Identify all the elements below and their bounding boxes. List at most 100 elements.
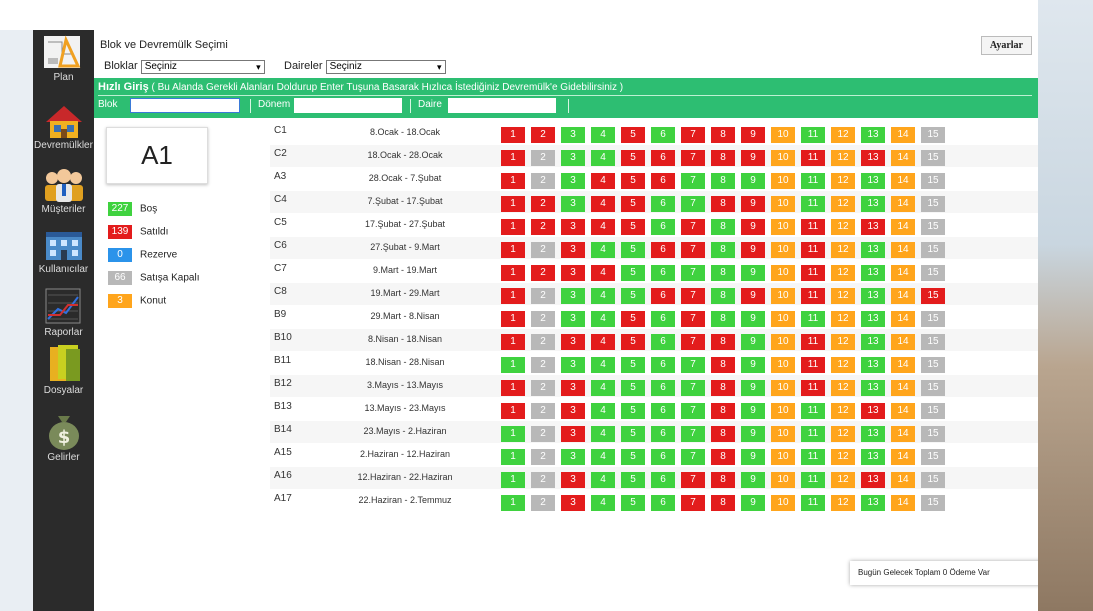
week-cell[interactable]: 9	[741, 403, 765, 419]
week-cell[interactable]: 12	[831, 403, 855, 419]
week-cell[interactable]: 9	[741, 495, 765, 511]
flat-input[interactable]	[448, 98, 556, 113]
week-cell[interactable]: 9	[741, 449, 765, 465]
week-cell[interactable]: 4	[591, 265, 615, 281]
week-cell[interactable]: 15	[921, 472, 945, 488]
week-cell[interactable]: 13	[861, 265, 885, 281]
week-cell[interactable]: 4	[591, 196, 615, 212]
week-cell[interactable]: 8	[711, 311, 735, 327]
week-cell[interactable]: 5	[621, 426, 645, 442]
week-cell[interactable]: 1	[501, 311, 525, 327]
week-cell[interactable]: 2	[531, 472, 555, 488]
week-cell[interactable]: 10	[771, 311, 795, 327]
week-cell[interactable]: 1	[501, 150, 525, 166]
week-cell[interactable]: 12	[831, 265, 855, 281]
week-cell[interactable]: 5	[621, 403, 645, 419]
week-cell[interactable]: 10	[771, 426, 795, 442]
week-cell[interactable]: 5	[621, 380, 645, 396]
week-cell[interactable]: 1	[501, 357, 525, 373]
week-cell[interactable]: 2	[531, 127, 555, 143]
week-cell[interactable]: 14	[891, 357, 915, 373]
week-cell[interactable]: 10	[771, 127, 795, 143]
week-cell[interactable]: 1	[501, 380, 525, 396]
week-cell[interactable]: 10	[771, 242, 795, 258]
week-cell[interactable]: 4	[591, 311, 615, 327]
week-cell[interactable]: 5	[621, 150, 645, 166]
week-cell[interactable]: 7	[681, 472, 705, 488]
week-cell[interactable]: 13	[861, 357, 885, 373]
week-cell[interactable]: 6	[651, 495, 675, 511]
week-cell[interactable]: 7	[681, 265, 705, 281]
week-cell[interactable]: 8	[711, 219, 735, 235]
week-cell[interactable]: 10	[771, 219, 795, 235]
week-cell[interactable]: 2	[531, 495, 555, 511]
week-cell[interactable]: 2	[531, 403, 555, 419]
week-cell[interactable]: 11	[801, 472, 825, 488]
week-cell[interactable]: 15	[921, 403, 945, 419]
week-cell[interactable]: 6	[651, 265, 675, 281]
week-cell[interactable]: 9	[741, 219, 765, 235]
week-cell[interactable]: 14	[891, 495, 915, 511]
week-cell[interactable]: 13	[861, 426, 885, 442]
week-cell[interactable]: 2	[531, 242, 555, 258]
week-cell[interactable]: 15	[921, 242, 945, 258]
week-cell[interactable]: 5	[621, 219, 645, 235]
week-cell[interactable]: 10	[771, 265, 795, 281]
week-cell[interactable]: 14	[891, 449, 915, 465]
week-cell[interactable]: 4	[591, 242, 615, 258]
week-cell[interactable]: 4	[591, 288, 615, 304]
week-cell[interactable]: 3	[561, 127, 585, 143]
week-cell[interactable]: 5	[621, 265, 645, 281]
week-cell[interactable]: 6	[651, 288, 675, 304]
week-cell[interactable]: 9	[741, 173, 765, 189]
week-cell[interactable]: 15	[921, 334, 945, 350]
week-cell[interactable]: 2	[531, 288, 555, 304]
week-cell[interactable]: 5	[621, 449, 645, 465]
week-cell[interactable]: 14	[891, 311, 915, 327]
week-cell[interactable]: 14	[891, 265, 915, 281]
week-cell[interactable]: 8	[711, 357, 735, 373]
week-cell[interactable]: 7	[681, 357, 705, 373]
week-cell[interactable]: 12	[831, 426, 855, 442]
week-cell[interactable]: 6	[651, 357, 675, 373]
week-cell[interactable]: 14	[891, 472, 915, 488]
week-cell[interactable]: 2	[531, 449, 555, 465]
week-cell[interactable]: 10	[771, 472, 795, 488]
week-cell[interactable]: 15	[921, 196, 945, 212]
week-cell[interactable]: 15	[921, 380, 945, 396]
week-cell[interactable]: 1	[501, 403, 525, 419]
week-cell[interactable]: 8	[711, 472, 735, 488]
week-cell[interactable]: 3	[561, 426, 585, 442]
week-cell[interactable]: 5	[621, 196, 645, 212]
week-cell[interactable]: 15	[921, 173, 945, 189]
week-cell[interactable]: 13	[861, 449, 885, 465]
week-cell[interactable]: 8	[711, 265, 735, 281]
week-cell[interactable]: 11	[801, 219, 825, 235]
week-cell[interactable]: 9	[741, 127, 765, 143]
week-cell[interactable]: 4	[591, 403, 615, 419]
week-cell[interactable]: 5	[621, 357, 645, 373]
week-cell[interactable]: 9	[741, 357, 765, 373]
week-cell[interactable]: 3	[561, 380, 585, 396]
week-cell[interactable]: 14	[891, 127, 915, 143]
week-cell[interactable]: 3	[561, 173, 585, 189]
week-cell[interactable]: 6	[651, 242, 675, 258]
week-cell[interactable]: 2	[531, 219, 555, 235]
week-cell[interactable]: 8	[711, 403, 735, 419]
week-cell[interactable]: 9	[741, 472, 765, 488]
week-cell[interactable]: 15	[921, 219, 945, 235]
week-cell[interactable]: 3	[561, 403, 585, 419]
week-cell[interactable]: 4	[591, 334, 615, 350]
week-cell[interactable]: 8	[711, 334, 735, 350]
week-cell[interactable]: 12	[831, 495, 855, 511]
flats-select[interactable]: Seçiniz ▾	[325, 60, 446, 74]
week-cell[interactable]: 7	[681, 311, 705, 327]
week-cell[interactable]: 2	[531, 334, 555, 350]
week-cell[interactable]: 11	[801, 150, 825, 166]
week-cell[interactable]: 1	[501, 265, 525, 281]
week-cell[interactable]: 8	[711, 449, 735, 465]
week-cell[interactable]: 8	[711, 380, 735, 396]
week-cell[interactable]: 10	[771, 150, 795, 166]
week-cell[interactable]: 10	[771, 449, 795, 465]
week-cell[interactable]: 3	[561, 265, 585, 281]
